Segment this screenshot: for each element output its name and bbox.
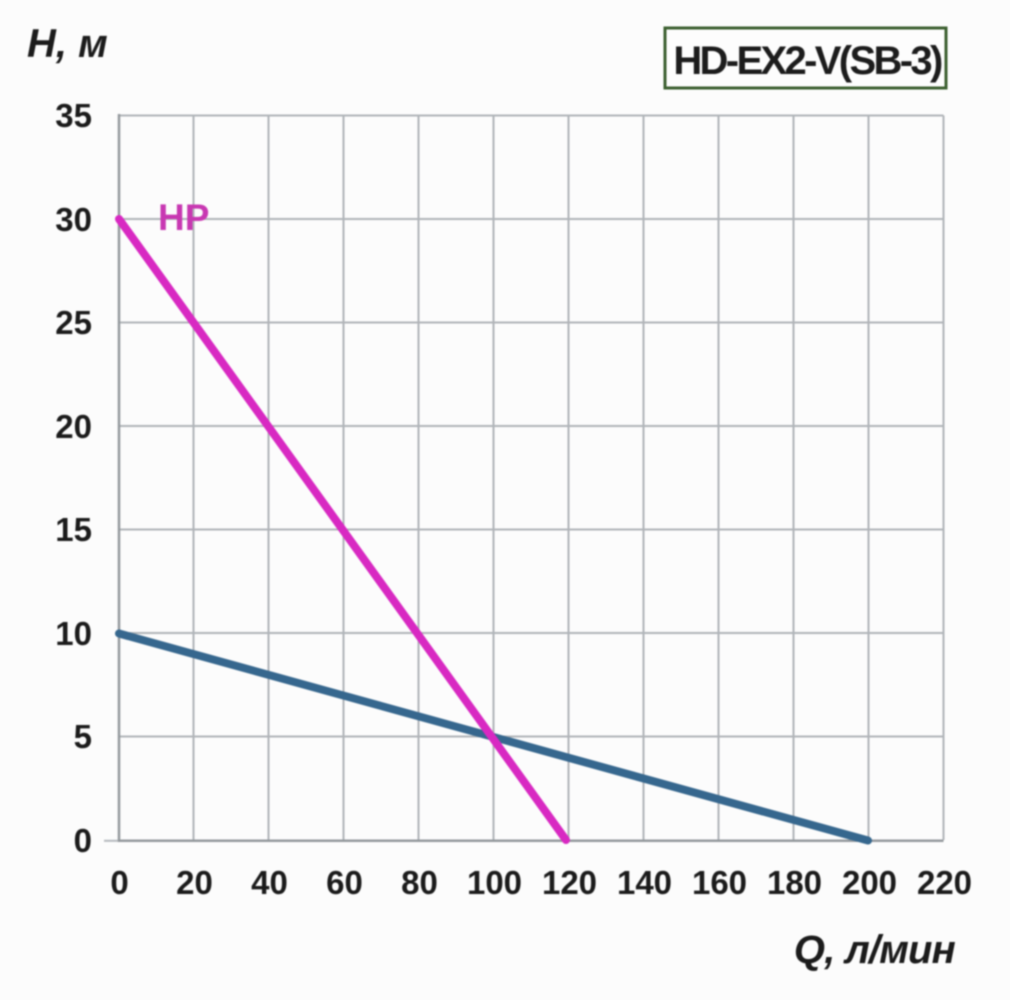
svg-text:180: 180 [767,864,822,901]
svg-text:Q, л/мин: Q, л/мин [794,928,956,972]
svg-text:10: 10 [55,615,92,652]
svg-text:120: 120 [542,864,597,901]
svg-text:20: 20 [176,864,213,901]
svg-text:35: 35 [55,97,92,134]
svg-text:160: 160 [692,864,747,901]
svg-text:200: 200 [842,864,897,901]
svg-text:25: 25 [55,304,92,341]
svg-text:HD-EX2-V(SB-3): HD-EX2-V(SB-3) [673,39,942,83]
svg-text:15: 15 [55,511,92,548]
svg-text:0: 0 [74,822,92,859]
svg-text:30: 30 [55,201,92,238]
svg-text:140: 140 [617,864,672,901]
svg-text:220: 220 [917,864,972,901]
svg-text:HP: HP [158,197,209,238]
svg-text:40: 40 [251,864,288,901]
svg-text:100: 100 [467,864,522,901]
svg-text:H, м: H, м [27,22,108,66]
svg-text:60: 60 [326,864,363,901]
svg-text:20: 20 [55,408,92,445]
svg-text:5: 5 [74,718,92,755]
svg-text:80: 80 [401,864,438,901]
svg-text:0: 0 [110,864,128,901]
